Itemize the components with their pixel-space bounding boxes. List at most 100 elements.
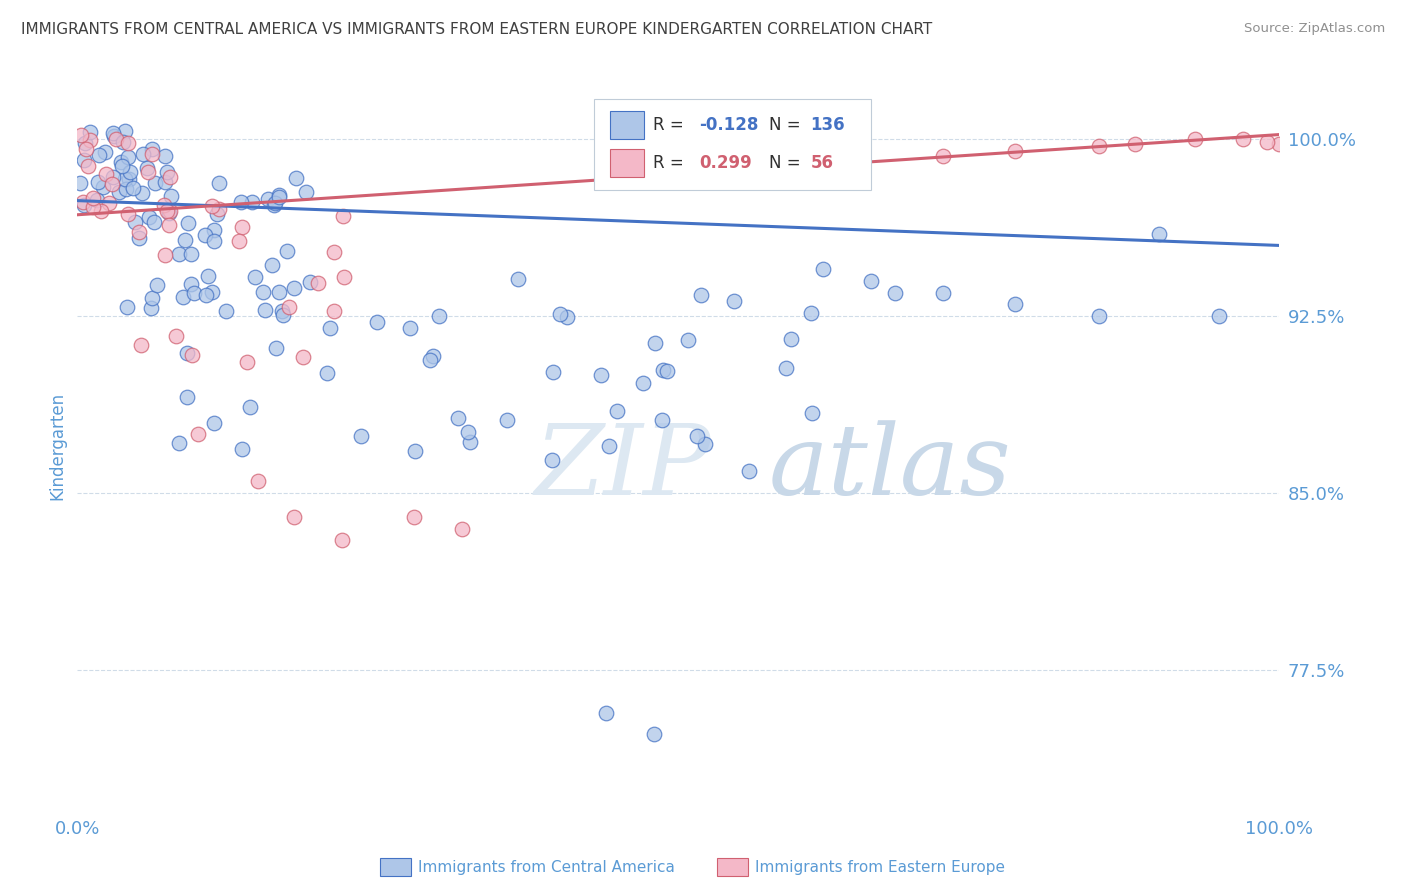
Point — [79, 125, 101, 139]
Point — [141, 142, 163, 156]
Point — [883, 285, 905, 300]
Point — [686, 429, 709, 443]
Text: Immigrants from Central America: Immigrants from Central America — [418, 860, 675, 874]
Point — [690, 288, 713, 302]
Point — [775, 361, 797, 376]
Point — [651, 362, 673, 376]
Point — [422, 349, 444, 363]
Point — [208, 176, 231, 190]
Point — [932, 285, 955, 300]
Point — [169, 436, 191, 450]
Point — [117, 150, 139, 164]
Point — [181, 348, 204, 362]
Point — [139, 301, 162, 316]
Point — [76, 159, 98, 173]
Point — [308, 276, 330, 290]
Point — [298, 275, 321, 289]
Point — [506, 272, 529, 286]
Point — [366, 315, 388, 329]
Point — [1123, 136, 1146, 151]
Point — [141, 291, 163, 305]
Point — [676, 333, 699, 347]
Point — [591, 368, 613, 383]
Point — [595, 706, 617, 720]
Point — [101, 177, 124, 191]
Point — [723, 294, 745, 309]
Point — [848, 156, 870, 170]
Point — [73, 136, 96, 150]
Text: 136: 136 — [811, 116, 845, 134]
Point — [90, 203, 112, 218]
FancyBboxPatch shape — [595, 99, 870, 190]
Point — [330, 533, 353, 548]
Point — [419, 352, 441, 367]
Text: R =: R = — [654, 116, 689, 134]
Point — [316, 367, 339, 381]
Point — [108, 185, 131, 199]
Point — [238, 401, 260, 415]
Point — [231, 219, 253, 234]
Point — [180, 247, 202, 261]
Point — [128, 226, 150, 240]
Text: 0.299: 0.299 — [699, 154, 752, 172]
Point — [146, 277, 169, 292]
Text: R =: R = — [654, 154, 689, 172]
Point — [142, 215, 165, 229]
Point — [693, 437, 716, 451]
Point — [332, 209, 354, 223]
Point — [350, 429, 373, 443]
Point — [176, 346, 198, 360]
Point — [283, 509, 305, 524]
Point — [1004, 144, 1026, 158]
Text: ZIP: ZIP — [534, 420, 710, 516]
Point — [269, 285, 291, 300]
Point — [323, 304, 346, 318]
Point — [643, 727, 665, 741]
Point — [110, 155, 132, 169]
Point — [159, 170, 181, 185]
FancyBboxPatch shape — [610, 111, 644, 139]
Point — [447, 410, 470, 425]
Point — [1184, 132, 1206, 146]
Point — [738, 465, 761, 479]
Text: -0.128: -0.128 — [699, 116, 758, 134]
Point — [72, 194, 94, 209]
Point — [548, 307, 571, 321]
Point — [159, 204, 181, 219]
Point — [267, 188, 290, 202]
Point — [204, 223, 226, 237]
Point — [273, 308, 295, 322]
Point — [606, 404, 628, 418]
Point — [131, 186, 153, 200]
Point — [180, 277, 202, 291]
Point — [801, 406, 824, 420]
Point — [260, 258, 283, 272]
Point — [153, 175, 176, 189]
Point — [202, 416, 225, 430]
Point — [811, 262, 834, 277]
Point — [160, 189, 183, 203]
Point — [1208, 310, 1230, 324]
Point — [1088, 139, 1111, 153]
Point — [252, 285, 274, 300]
Point — [859, 274, 882, 288]
Point — [75, 142, 97, 156]
Point — [194, 227, 217, 242]
Point — [122, 180, 145, 194]
Point — [173, 233, 195, 247]
Point — [644, 336, 666, 351]
Point — [129, 338, 152, 352]
Point — [86, 193, 108, 207]
Point — [115, 300, 138, 314]
Point — [1256, 135, 1278, 149]
Point — [141, 146, 163, 161]
Point — [183, 285, 205, 300]
Point — [215, 304, 238, 318]
Point — [263, 198, 285, 212]
Point — [197, 269, 219, 284]
Point — [283, 281, 305, 295]
Point — [264, 341, 287, 355]
Point — [246, 475, 269, 489]
Point — [598, 439, 620, 453]
Point — [135, 161, 157, 175]
